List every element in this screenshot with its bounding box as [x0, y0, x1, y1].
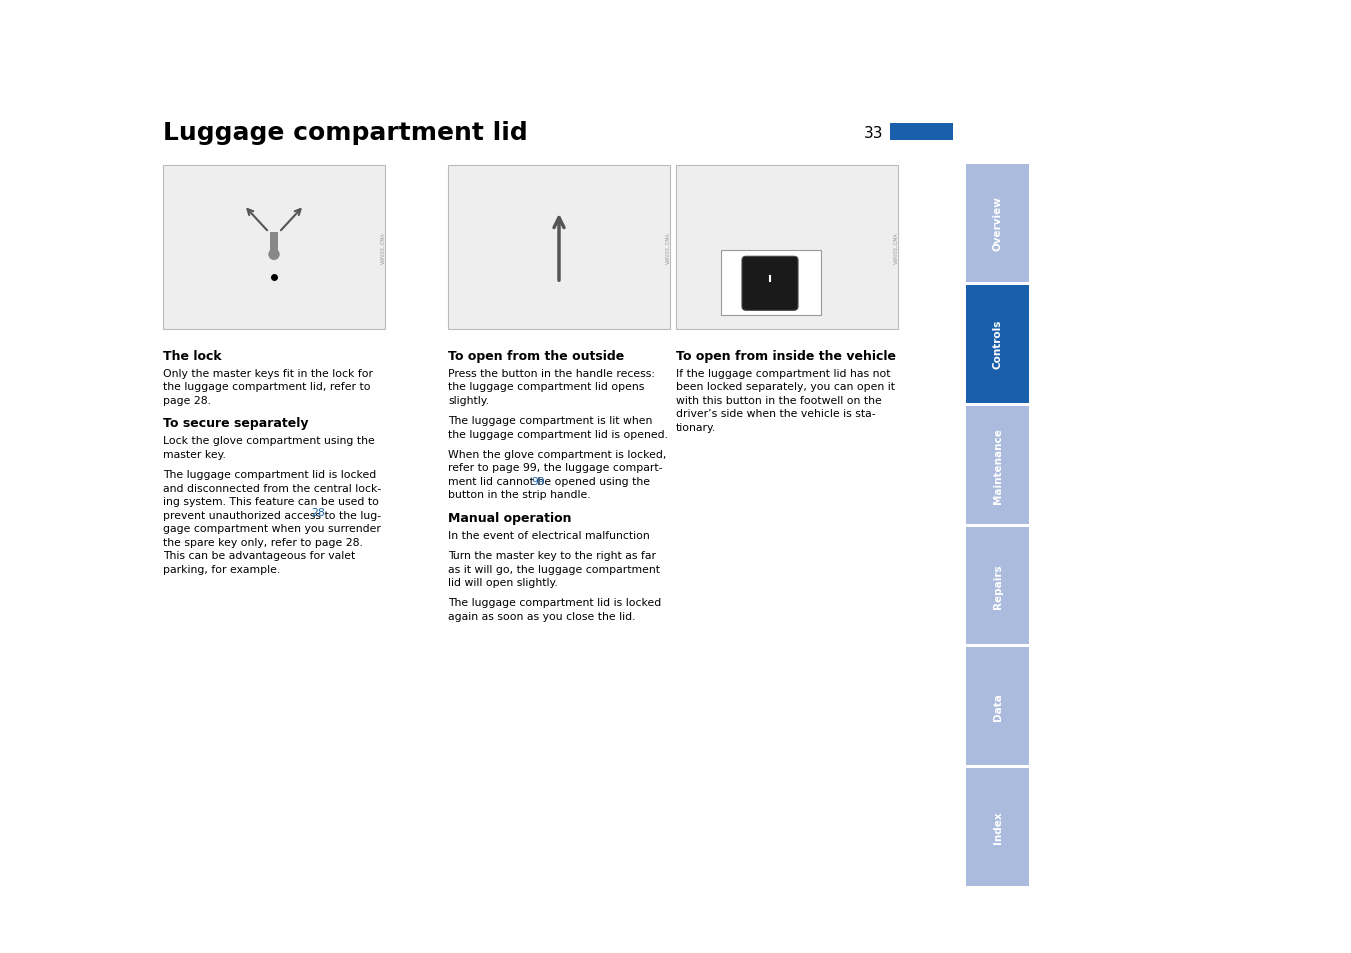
- Text: ing system. This feature can be used to: ing system. This feature can be used to: [163, 497, 378, 507]
- Bar: [966, 768, 1029, 886]
- Text: tionary.: tionary.: [676, 422, 716, 433]
- Text: The luggage compartment lid is locked: The luggage compartment lid is locked: [449, 598, 661, 608]
- Text: VWV03..CMA: VWV03..CMA: [893, 232, 898, 264]
- Text: prevent unauthorized access to the lug-: prevent unauthorized access to the lug-: [163, 510, 381, 520]
- Text: Index: Index: [993, 811, 1002, 843]
- Bar: [966, 406, 1029, 524]
- Text: Only the master keys fit in the lock for: Only the master keys fit in the lock for: [163, 369, 373, 378]
- Text: Data: Data: [993, 693, 1002, 720]
- Text: 33: 33: [863, 126, 884, 141]
- Text: To open from the outside: To open from the outside: [449, 350, 624, 363]
- Bar: [966, 527, 1029, 644]
- Text: again as soon as you close the lid.: again as soon as you close the lid.: [449, 612, 635, 621]
- Text: driver’s side when the vehicle is sta-: driver’s side when the vehicle is sta-: [676, 409, 875, 419]
- Bar: [270, 233, 278, 255]
- Text: Luggage compartment lid: Luggage compartment lid: [163, 121, 528, 145]
- Text: been locked separately, you can open it: been locked separately, you can open it: [676, 382, 894, 392]
- Text: In the event of electrical malfunction: In the event of electrical malfunction: [449, 531, 650, 540]
- Text: Manual operation: Manual operation: [449, 512, 571, 524]
- Text: button in the strip handle.: button in the strip handle.: [449, 490, 590, 500]
- Text: the luggage compartment lid opens: the luggage compartment lid opens: [449, 382, 644, 392]
- Text: Press the button in the handle recess:: Press the button in the handle recess:: [449, 369, 655, 378]
- Bar: [966, 165, 1029, 282]
- Text: master key.: master key.: [163, 450, 226, 459]
- Text: When the glove compartment is locked,: When the glove compartment is locked,: [449, 450, 666, 459]
- Text: 28: 28: [311, 507, 324, 517]
- Text: The luggage compartment is lit when: The luggage compartment is lit when: [449, 416, 653, 426]
- Bar: [966, 648, 1029, 765]
- Bar: [966, 286, 1029, 403]
- Text: Turn the master key to the right as far: Turn the master key to the right as far: [449, 551, 657, 560]
- Bar: [449, 166, 670, 330]
- Bar: [721, 251, 821, 316]
- Text: Controls: Controls: [993, 319, 1002, 369]
- Text: Lock the glove compartment using the: Lock the glove compartment using the: [163, 436, 374, 446]
- Text: This can be advantageous for valet: This can be advantageous for valet: [163, 551, 355, 560]
- Text: the luggage compartment lid is opened.: the luggage compartment lid is opened.: [449, 429, 667, 439]
- Text: gage compartment when you surrender: gage compartment when you surrender: [163, 524, 381, 534]
- Text: The luggage compartment lid is locked: The luggage compartment lid is locked: [163, 470, 376, 479]
- Text: the spare key only, refer to page 28.: the spare key only, refer to page 28.: [163, 537, 363, 547]
- Text: To secure separately: To secure separately: [163, 417, 308, 430]
- Text: VWV03..CMA: VWV03..CMA: [381, 232, 385, 264]
- Text: Maintenance: Maintenance: [993, 427, 1002, 503]
- Bar: [890, 124, 952, 141]
- Text: with this button in the footwell on the: with this button in the footwell on the: [676, 395, 882, 406]
- FancyBboxPatch shape: [742, 257, 798, 311]
- Text: page 28.: page 28.: [163, 395, 211, 406]
- Text: as it will go, the luggage compartment: as it will go, the luggage compartment: [449, 564, 661, 574]
- Text: 99: 99: [531, 476, 544, 486]
- Text: lid will open slightly.: lid will open slightly.: [449, 578, 558, 588]
- Circle shape: [269, 250, 280, 260]
- Text: VWV03..CMA: VWV03..CMA: [666, 232, 670, 264]
- Text: refer to page 99, the luggage compart-: refer to page 99, the luggage compart-: [449, 463, 662, 473]
- Text: ment lid cannot be opened using the: ment lid cannot be opened using the: [449, 476, 650, 486]
- Text: the luggage compartment lid, refer to: the luggage compartment lid, refer to: [163, 382, 370, 392]
- Bar: [163, 166, 385, 330]
- Bar: [676, 166, 898, 330]
- Text: If the luggage compartment lid has not: If the luggage compartment lid has not: [676, 369, 890, 378]
- Text: Overview: Overview: [993, 196, 1002, 251]
- Text: The lock: The lock: [163, 350, 222, 363]
- Text: slightly.: slightly.: [449, 395, 489, 406]
- Text: Repairs: Repairs: [993, 563, 1002, 608]
- Text: parking, for example.: parking, for example.: [163, 564, 280, 574]
- Text: To open from inside the vehicle: To open from inside the vehicle: [676, 350, 896, 363]
- Text: and disconnected from the central lock-: and disconnected from the central lock-: [163, 483, 381, 494]
